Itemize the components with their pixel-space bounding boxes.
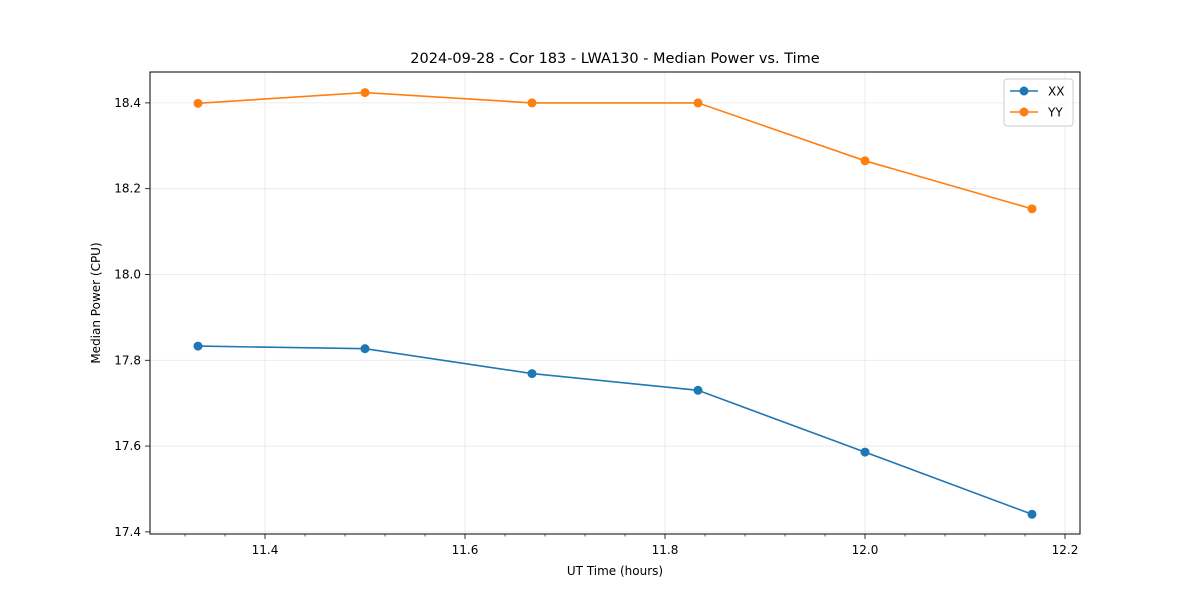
legend-label-xx: XX (1048, 85, 1064, 99)
x-axis-label: UT Time (hours) (567, 564, 663, 578)
series-line-xx (197, 345, 1033, 516)
data-point-xx (1027, 509, 1037, 519)
data-point-yy (360, 88, 370, 98)
legend: XX YY (1003, 78, 1074, 127)
data-point-xx (360, 344, 370, 354)
plot-frame (149, 71, 1081, 535)
data-point-xx (693, 385, 703, 395)
y-tick-label: 18.2 (114, 182, 141, 196)
data-point-xx (527, 369, 537, 379)
x-tick-label: 12.0 (852, 543, 879, 557)
y-axis-label: Median Power (CPU) (89, 242, 103, 363)
grid-lines (150, 72, 1080, 534)
y-tick-label: 18.4 (114, 96, 141, 110)
y-tick-label: 18.0 (114, 267, 141, 281)
data-point-xx (193, 341, 203, 351)
legend-marker-xx (1019, 86, 1029, 96)
x-tick-label: 11.8 (652, 543, 679, 557)
y-tick-label: 17.6 (114, 439, 141, 453)
axis-ticks: 11.4 11.6 11.8 12.0 12.2 17.4 17.6 17.8 18.0 18.2… (114, 96, 1078, 557)
x-tick-label: 11.4 (252, 543, 279, 557)
chart-title: 2024-09-28 - Cor 183 - LWA130 - Median P… (410, 51, 819, 67)
data-point-xx (860, 447, 870, 457)
data-point-yy (860, 156, 870, 166)
y-tick-label: 17.4 (114, 525, 141, 539)
x-tick-label: 12.2 (1052, 543, 1079, 557)
legend-marker-yy (1019, 107, 1029, 117)
series-layer (193, 88, 1037, 519)
x-tick-label: 11.6 (452, 543, 479, 557)
legend-label-yy: YY (1047, 106, 1063, 120)
data-point-yy (1027, 204, 1037, 214)
series-line-yy (197, 91, 1033, 210)
data-point-yy (693, 98, 703, 108)
data-point-yy (527, 98, 537, 108)
data-point-yy (193, 98, 203, 108)
y-tick-label: 17.8 (114, 353, 141, 367)
